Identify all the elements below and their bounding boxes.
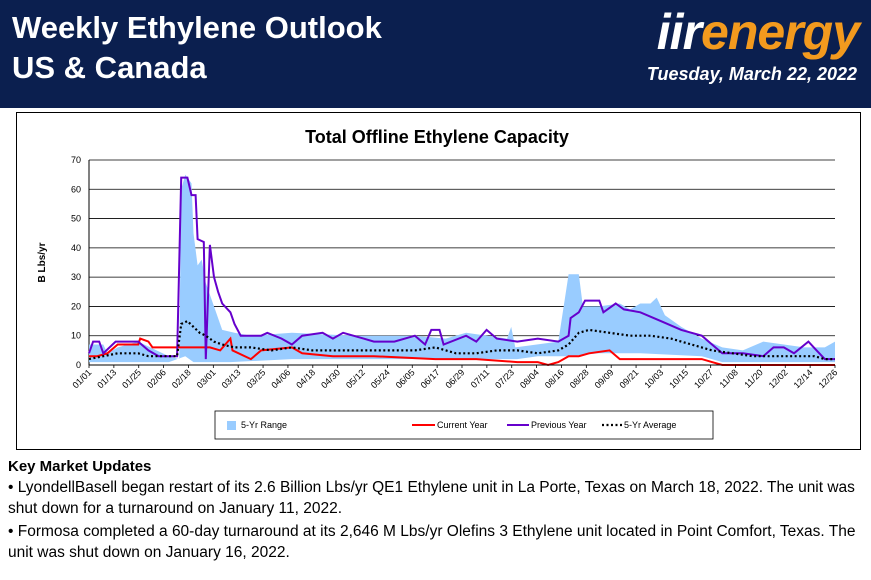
x-tick-label-5: 03/01 xyxy=(195,367,218,390)
x-tick-label-13: 06/05 xyxy=(394,367,417,390)
report-date: Tuesday, March 22, 2022 xyxy=(646,64,857,84)
x-tick-label-21: 09/09 xyxy=(593,367,616,390)
legend-label-current-year: Current Year xyxy=(437,420,488,430)
x-tick-label-23: 10/03 xyxy=(642,367,665,390)
offline-capacity-chart: Total Offline Ethylene Capacity 0 10 20 30 40… xyxy=(37,127,839,440)
x-tick-label-8: 04/06 xyxy=(269,367,292,390)
x-tick-label-14: 06/17 xyxy=(419,367,442,390)
x-tick-label-30: 12/26 xyxy=(816,367,839,390)
x-tick-label-12: 05/24 xyxy=(369,367,392,390)
x-tick-label-19: 08/16 xyxy=(543,367,566,390)
y-tick-label-30: 30 xyxy=(71,272,81,282)
logo-iir: iir xyxy=(656,4,702,60)
key-market-updates: Key Market Updates • LyondellBasell bega… xyxy=(8,456,868,565)
legend-box xyxy=(214,410,714,440)
series-current-year-line xyxy=(89,336,835,367)
y-tick-label-40: 40 xyxy=(71,243,81,253)
legend-swatch-5yr-range xyxy=(227,421,236,430)
y-tick-label-20: 20 xyxy=(71,301,81,311)
y-tick-label-10: 10 xyxy=(71,331,81,341)
logo-energy: energy xyxy=(701,4,860,60)
x-tick-label-25: 10/27 xyxy=(692,367,715,390)
x-tick-label-15: 06/29 xyxy=(443,367,466,390)
x-tick-label-3: 02/06 xyxy=(145,367,168,390)
x-tick-label-29: 12/14 xyxy=(792,367,815,390)
report-title-line1: Weekly Ethylene Outlook xyxy=(12,10,382,45)
y-tick-label-70: 70 xyxy=(71,155,81,165)
x-tick-label-27: 11/20 xyxy=(742,367,765,390)
x-tick-label-26: 11/08 xyxy=(717,367,740,390)
x-tick-label-17: 07/23 xyxy=(493,367,516,390)
update-item-2: • Formosa completed a 60-day turnaround … xyxy=(8,523,856,561)
x-tick-label-28: 12/02 xyxy=(767,367,790,390)
updates-heading: Key Market Updates xyxy=(8,458,152,475)
chart-title: Total Offline Ethylene Capacity xyxy=(305,127,569,147)
x-tick-label-9: 04/18 xyxy=(294,367,317,390)
legend-label-5yr-range: 5-Yr Range xyxy=(241,420,287,430)
x-tick-label-4: 02/18 xyxy=(170,367,193,390)
iir-energy-logo: iirenergy xyxy=(656,2,860,62)
x-tick-label-11: 05/12 xyxy=(344,367,367,390)
y-tick-label-50: 50 xyxy=(71,214,81,224)
x-tick-label-1: 01/13 xyxy=(95,367,118,390)
report-title: Weekly Ethylene Outlook US & Canada xyxy=(12,8,382,88)
legend-label-5yr-average: 5-Yr Average xyxy=(624,420,676,430)
page-header: Weekly Ethylene Outlook US & Canada iire… xyxy=(0,0,871,108)
x-tick-label-18: 08/04 xyxy=(518,367,541,390)
x-tick-label-7: 03/25 xyxy=(244,367,267,390)
x-tick-label-20: 08/28 xyxy=(568,367,591,390)
series-previous-year-line xyxy=(88,176,835,361)
x-tick-label-6: 03/13 xyxy=(220,367,243,390)
x-tick-label-0: 01/01 xyxy=(70,367,93,390)
legend-label-previous-year: Previous Year xyxy=(531,420,587,430)
y-axis-label: B Lbs/yr xyxy=(37,242,48,282)
x-tick-label-10: 04/30 xyxy=(319,367,342,390)
x-tick-label-16: 07/11 xyxy=(469,367,492,390)
chart-frame: Total Offline Ethylene Capacity 0 10 20 30 40… xyxy=(16,112,861,450)
report-title-line2: US & Canada xyxy=(12,50,207,85)
x-tick-label-22: 09/21 xyxy=(617,367,640,390)
update-item-1: • LyondellBasell began restart of its 2.… xyxy=(8,479,855,517)
y-tick-label-0: 0 xyxy=(76,360,81,370)
y-tick-label-60: 60 xyxy=(71,184,81,194)
series-5yr-range-band xyxy=(89,174,835,363)
x-tick-label-24: 10/15 xyxy=(667,367,690,390)
x-tick-label-2: 01/25 xyxy=(120,367,143,390)
